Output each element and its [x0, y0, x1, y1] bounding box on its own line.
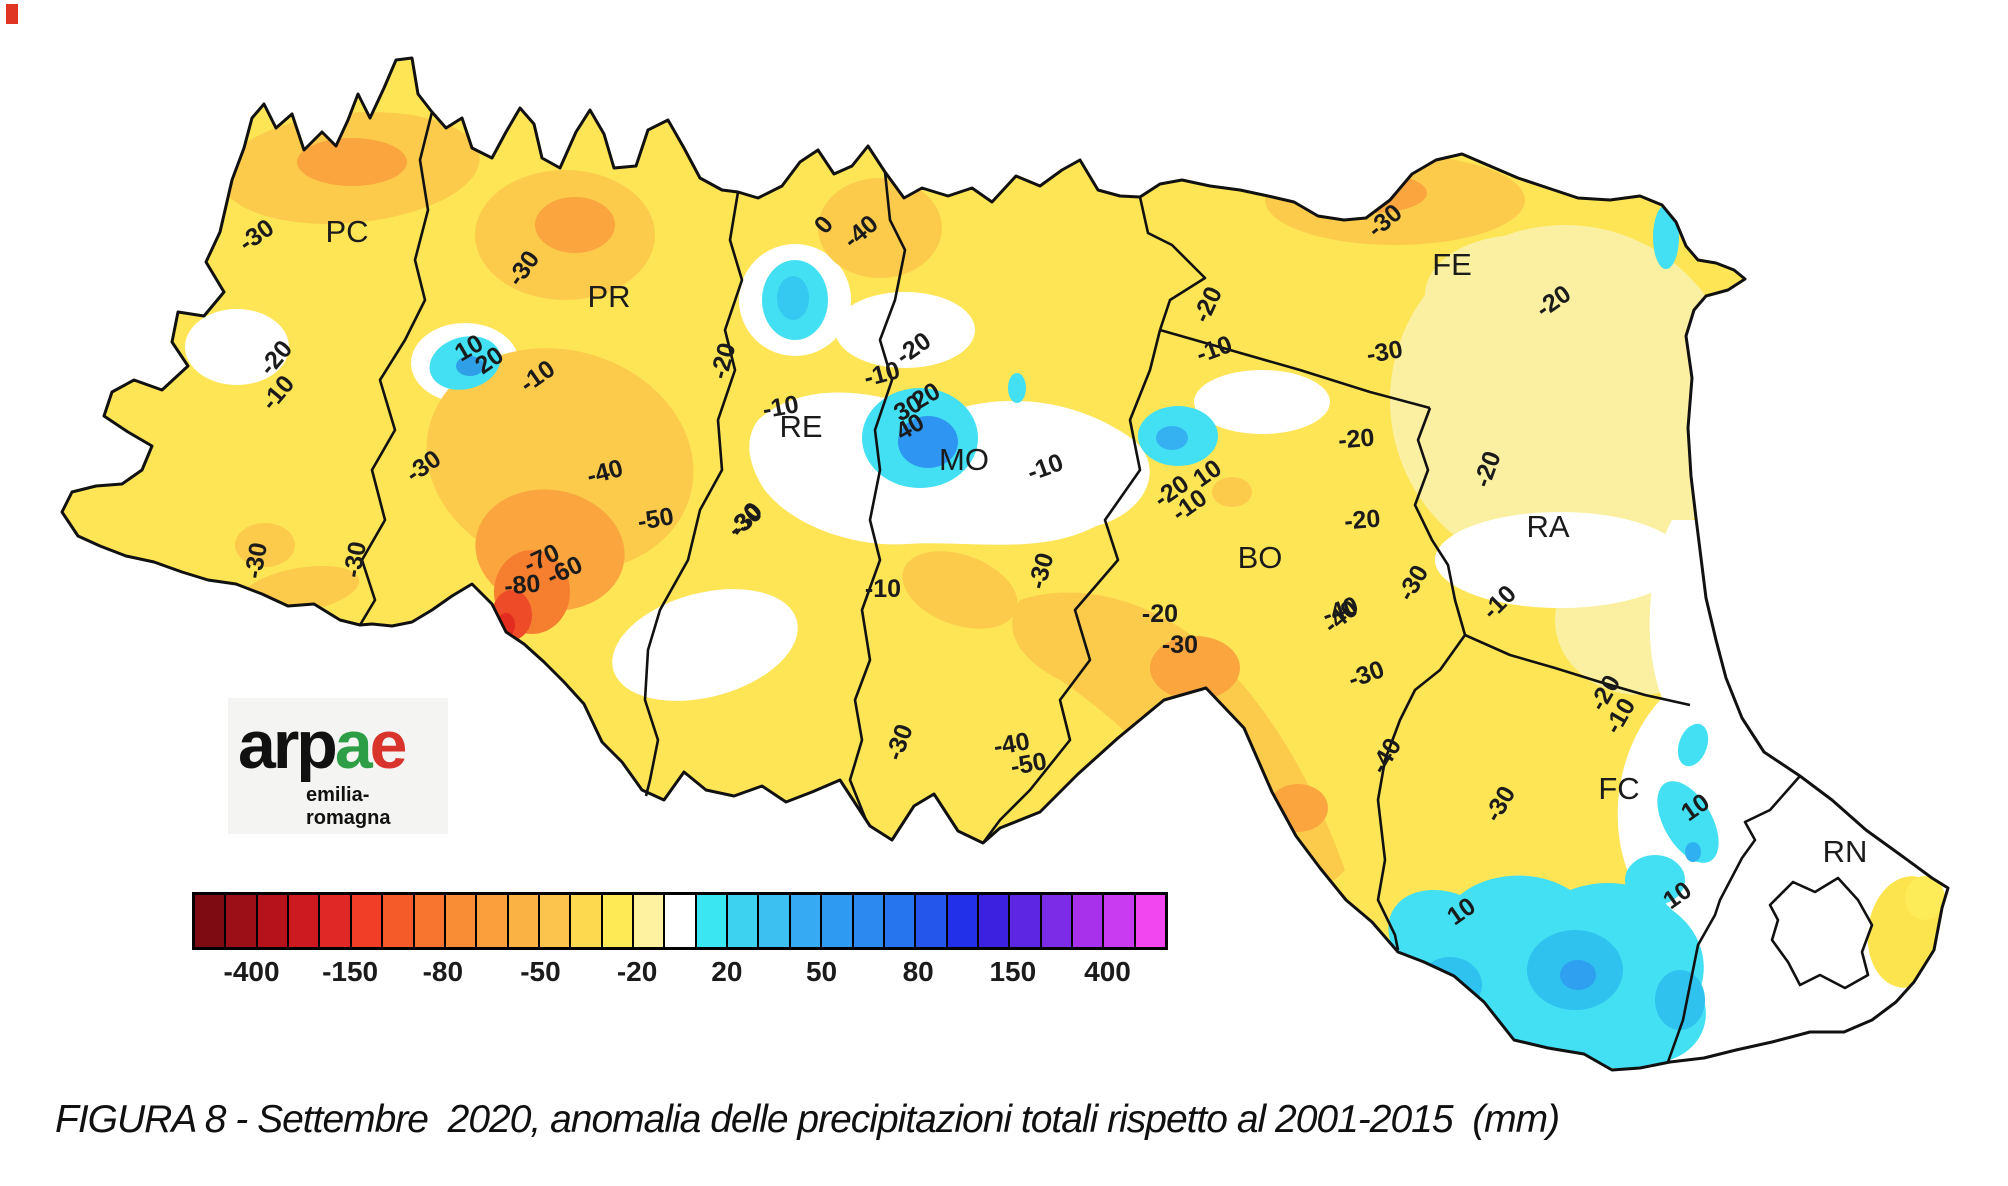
contour-label: -20: [1337, 424, 1375, 455]
colorbar-segment: [539, 895, 572, 947]
border-bo-fc: [1376, 634, 1467, 951]
colorbar-tick-label: -400: [223, 956, 280, 987]
colorbar-segment: [696, 895, 729, 947]
border-pc-pr: [358, 111, 434, 626]
colorbar-tick-label: 50: [805, 956, 838, 987]
arpae-logo: arpae emilia-romagna: [228, 698, 448, 834]
colorbar-tick-label: 150: [989, 956, 1037, 987]
colorbar-segment: [1010, 895, 1042, 947]
province-label-rn: RN: [1823, 834, 1868, 869]
contour-label: -80: [503, 570, 541, 601]
contour-label: -40: [991, 727, 1031, 761]
province-label-fe: FE: [1432, 247, 1472, 282]
contour-label: -10: [865, 575, 901, 603]
colorbar-tick-label: -50: [520, 956, 561, 987]
colorbar-segment: [790, 895, 823, 947]
border-ra-fc: [1464, 633, 1691, 707]
figure-caption: FIGURA 8 - Settembre 2020, anomalia dell…: [55, 1098, 1560, 1141]
province-label-pc: PC: [325, 214, 368, 249]
colorbar-segment: [634, 895, 666, 947]
province-label-mo: MO: [939, 442, 989, 477]
scan-artifact: [6, 4, 18, 24]
contour-label: -20: [1343, 505, 1381, 536]
san-marino-enclave: [1768, 876, 1874, 990]
colorbar-segment: [571, 895, 603, 947]
province-label-pr: PR: [587, 279, 630, 314]
border-fc-rn: [1666, 775, 1801, 1063]
colorbar-segment: [853, 895, 885, 947]
colorbar-segment: [445, 895, 478, 947]
province-label-ra: RA: [1526, 509, 1569, 544]
colorbar-segment: [477, 895, 509, 947]
border-pr-re: [643, 191, 744, 797]
colorbar-segment: [383, 895, 415, 947]
border-bo-ra: [1413, 407, 1467, 636]
region-outline: [60, 56, 1950, 1072]
contour-label: -30: [1162, 631, 1198, 659]
contour-label: -30: [338, 539, 372, 579]
colorbar-segment: [1104, 895, 1136, 947]
border-mo-fe: [1138, 196, 1207, 331]
colorbar-tick-label: 20: [711, 956, 743, 987]
colorbar-tick-label: -80: [422, 956, 464, 987]
colorbar-segment: [947, 895, 979, 947]
colorbar-tick-label: -150: [322, 956, 379, 987]
colorbar-segment: [759, 895, 791, 947]
colorbar-segment: [665, 895, 697, 947]
colorbar-segment: [289, 895, 321, 947]
colorbar-segment: [602, 895, 635, 947]
colorbar-segment: [508, 895, 540, 947]
colorbar-segment: [978, 895, 1011, 947]
colorbar-segment: [916, 895, 948, 947]
contour-label: -10: [760, 390, 800, 424]
colorbar-tick-label: -20: [616, 956, 658, 987]
contour-label: -30: [1364, 335, 1404, 369]
border-re-mo: [848, 171, 907, 821]
border-mo-bo: [981, 329, 1162, 844]
colorbar-segment: [320, 895, 352, 947]
province-labels-layer: PC PR RE MO BO FE RA FC RN: [325, 214, 1867, 869]
province-label-re: RE: [779, 409, 822, 444]
colorbar-segment: [1073, 895, 1105, 947]
contour-label: -30: [239, 540, 273, 580]
colorbar-segment: [226, 895, 258, 947]
contour-label: -50: [635, 502, 675, 536]
colorbar-segment: [1041, 895, 1074, 947]
province-borders: [358, 111, 1801, 1063]
colorbar-tick-label: 80: [902, 956, 934, 987]
colorbar-segment: [822, 895, 854, 947]
colorbar-segment: [351, 895, 384, 947]
colorbar-legend: [192, 892, 1168, 950]
colorbar-segment: [1135, 895, 1166, 947]
province-label-fc: FC: [1598, 771, 1639, 806]
colorbar-segment: [195, 895, 227, 947]
colorbar-ticks: -400 -150 -80 -50 -20 20 50 80 150 400: [192, 956, 1168, 992]
colorbar-segment: [414, 895, 446, 947]
border-fe-bo: [1159, 328, 1431, 410]
colorbar-tick-label: 400: [1084, 956, 1131, 987]
colorbar-segment: [257, 895, 290, 947]
arpae-logo-subtitle: emilia-romagna: [306, 784, 391, 829]
arpae-logo-text: arpae: [238, 707, 407, 783]
colorbar-segment: [728, 895, 760, 947]
province-label-bo: BO: [1238, 540, 1283, 575]
contour-label: -20: [1142, 600, 1178, 628]
colorbar-segment: [884, 895, 917, 947]
contour-label: -50: [1008, 747, 1048, 781]
